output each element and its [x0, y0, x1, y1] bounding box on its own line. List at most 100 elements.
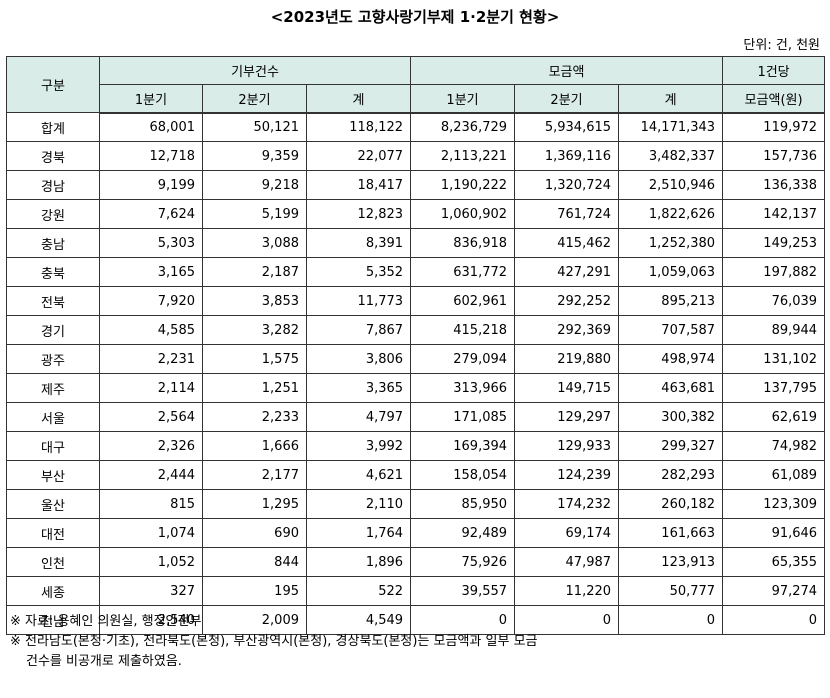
amount-total-cell: 2,510,946 [618, 170, 724, 200]
table-body: 합계 68,001 50,121 118,122 8,236,729 5,934,615 1… [6, 112, 826, 635]
header-amount-total: 계 [618, 84, 724, 114]
region-cell: 부산 [6, 460, 100, 490]
amount-q1-cell: 85,950 [410, 489, 516, 519]
count-q2-cell: 2,177 [202, 460, 307, 490]
per-donation-cell: 119,972 [722, 112, 826, 142]
count-q2-cell: 3,088 [202, 228, 307, 258]
count-total-cell: 4,797 [305, 402, 412, 432]
count-q2-cell: 3,282 [202, 315, 307, 345]
table-row: 대구 2,326 1,666 3,992 169,394 129,933 299,327 74… [6, 431, 826, 461]
count-q2-cell: 690 [202, 518, 307, 548]
amount-total-cell: 895,213 [618, 286, 724, 316]
count-total-cell: 11,773 [305, 286, 412, 316]
count-total-cell: 3,365 [305, 373, 412, 403]
amount-q1-cell: 279,094 [410, 344, 516, 374]
count-q2-cell: 9,359 [202, 141, 307, 171]
disclosure-note-line2: 건수를 비공개로 제출하였음. [26, 654, 182, 669]
region-cell: 인천 [6, 547, 100, 577]
per-donation-cell: 157,736 [722, 141, 826, 171]
amount-q2-cell: 174,232 [514, 489, 620, 519]
region-cell: 제주 [6, 373, 100, 403]
amount-q1-cell: 92,489 [410, 518, 516, 548]
count-q1-cell: 2,114 [99, 373, 203, 403]
header-count-q2: 2분기 [202, 84, 307, 114]
amount-total-cell: 282,293 [618, 460, 724, 490]
table-row: 합계 68,001 50,121 118,122 8,236,729 5,934,615 1… [6, 112, 826, 142]
count-total-cell: 5,352 [305, 257, 412, 287]
amount-total-cell: 1,059,063 [618, 257, 724, 287]
amount-total-cell: 161,663 [618, 518, 724, 548]
region-cell: 합계 [6, 112, 100, 142]
header-count-q1: 1분기 [99, 84, 203, 114]
count-q1-cell: 2,444 [99, 460, 203, 490]
count-total-cell: 18,417 [305, 170, 412, 200]
amount-total-cell: 50,777 [618, 576, 724, 606]
count-q1-cell: 7,624 [99, 199, 203, 229]
amount-q1-cell: 158,054 [410, 460, 516, 490]
count-q1-cell: 4,585 [99, 315, 203, 345]
amount-q1-cell: 313,966 [410, 373, 516, 403]
count-q2-cell: 195 [202, 576, 307, 606]
table-row: 전남 2,540 2,009 4,549 0 0 0 0 [6, 605, 826, 635]
count-total-cell: 7,867 [305, 315, 412, 345]
count-total-cell: 12,823 [305, 199, 412, 229]
region-cell: 서울 [6, 402, 100, 432]
table-row: 세종 327 195 522 39,557 11,220 50,777 97,274 [6, 576, 826, 606]
per-donation-cell: 91,646 [722, 518, 826, 548]
count-q2-cell: 50,121 [202, 112, 307, 142]
count-total-cell: 4,549 [305, 605, 412, 635]
region-cell: 세종 [6, 576, 100, 606]
count-q1-cell: 815 [99, 489, 203, 519]
table-row: 경기 4,585 3,282 7,867 415,218 292,369 707,587 89… [6, 315, 826, 345]
count-q2-cell: 2,233 [202, 402, 307, 432]
count-q1-cell: 2,564 [99, 402, 203, 432]
count-q1-cell: 3,165 [99, 257, 203, 287]
region-cell: 경기 [6, 315, 100, 345]
count-total-cell: 1,764 [305, 518, 412, 548]
header-per-donation-line1: 1건당 [722, 56, 826, 85]
amount-q2-cell: 69,174 [514, 518, 620, 548]
region-cell: 울산 [6, 489, 100, 519]
count-q1-cell: 1,074 [99, 518, 203, 548]
amount-q2-cell: 292,252 [514, 286, 620, 316]
count-total-cell: 118,122 [305, 112, 412, 142]
region-cell: 경남 [6, 170, 100, 200]
unit-label: 단위: 건, 천원 [743, 38, 820, 53]
per-donation-cell: 123,309 [722, 489, 826, 519]
amount-q1-cell: 602,961 [410, 286, 516, 316]
header-row-2: 1분기 2분기 계 1분기 2분기 계 모금액(원) [7, 84, 826, 114]
header-amount-q2: 2분기 [514, 84, 620, 114]
count-q1-cell: 12,718 [99, 141, 203, 171]
count-q2-cell: 2,187 [202, 257, 307, 287]
region-cell: 전남 [6, 605, 100, 635]
amount-q2-cell: 0 [514, 605, 620, 635]
amount-q2-cell: 219,880 [514, 344, 620, 374]
count-q1-cell: 1,052 [99, 547, 203, 577]
amount-q2-cell: 1,369,116 [514, 141, 620, 171]
header-per-donation-line2: 모금액(원) [722, 84, 826, 114]
donation-stats-table: 구분 기부건수 모금액 1건당 1분기 2분기 계 1분기 2분기 계 모금액(… [6, 56, 826, 635]
count-q1-cell: 5,303 [99, 228, 203, 258]
count-q2-cell: 5,199 [202, 199, 307, 229]
amount-q1-cell: 2,113,221 [410, 141, 516, 171]
amount-q2-cell: 415,462 [514, 228, 620, 258]
amount-total-cell: 498,974 [618, 344, 724, 374]
region-cell: 대구 [6, 431, 100, 461]
count-total-cell: 1,896 [305, 547, 412, 577]
count-total-cell: 2,110 [305, 489, 412, 519]
amount-q2-cell: 427,291 [514, 257, 620, 287]
table-row: 경북 12,718 9,359 22,077 2,113,221 1,369,116 3,4… [6, 141, 826, 171]
table-row: 부산 2,444 2,177 4,621 158,054 124,239 282,293 61… [6, 460, 826, 490]
count-q1-cell: 7,920 [99, 286, 203, 316]
amount-q1-cell: 8,236,729 [410, 112, 516, 142]
disclosure-note-line1: ※ 전라남도(본청·기초), 전라북도(본청), 부산광역시(본청), 경상북도… [10, 634, 538, 649]
amount-q2-cell: 761,724 [514, 199, 620, 229]
amount-q2-cell: 149,715 [514, 373, 620, 403]
count-total-cell: 3,992 [305, 431, 412, 461]
amount-q1-cell: 39,557 [410, 576, 516, 606]
amount-q1-cell: 1,190,222 [410, 170, 516, 200]
amount-q1-cell: 169,394 [410, 431, 516, 461]
count-q1-cell: 9,199 [99, 170, 203, 200]
amount-total-cell: 3,482,337 [618, 141, 724, 171]
region-cell: 경북 [6, 141, 100, 171]
